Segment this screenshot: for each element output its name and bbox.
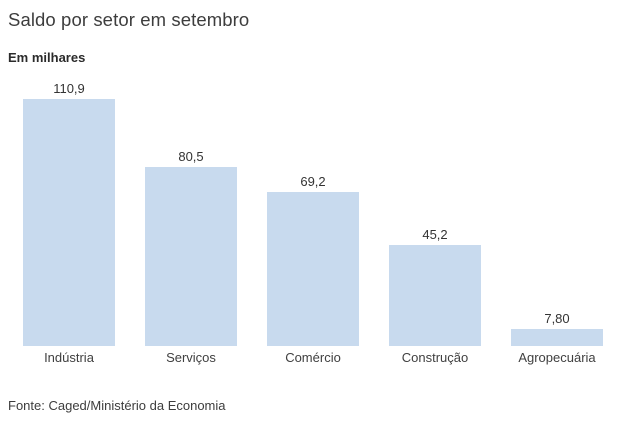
category-label: Serviços [166, 350, 216, 365]
category-label: Comércio [285, 350, 341, 365]
bar-group: 110,9 [8, 67, 130, 346]
bar-value-label: 45,2 [422, 227, 448, 242]
bar [23, 99, 115, 346]
category-label: Indústria [44, 350, 94, 365]
bar-group: 45,2 [374, 67, 496, 346]
chart-subtitle: Em milhares [8, 50, 86, 65]
chart-title: Saldo por setor em setembro [8, 9, 250, 30]
bar-value-label: 7,80 [544, 311, 570, 326]
bar-value-label: 80,5 [178, 149, 204, 164]
category-label: Construção [401, 350, 469, 365]
bar [389, 245, 481, 346]
category-label: Agropecuária [518, 350, 596, 365]
bar-group: 7,80 [496, 67, 618, 346]
chart-source: Fonte: Caged/Ministério da Economia [8, 398, 226, 413]
category-axis: Indústria Serviços Comércio Construção Agrop… [8, 350, 618, 366]
bar [511, 329, 603, 346]
bar-group: 69,2 [252, 67, 374, 346]
bar-plot-area: 110,9 80,5 69,2 45,2 7,80 [8, 67, 618, 346]
bar-value-label: 110,9 [53, 81, 85, 96]
bar-group: 80,5 [130, 67, 252, 346]
bar [145, 167, 237, 346]
bar [267, 192, 359, 346]
bar-value-label: 69,2 [300, 174, 326, 189]
